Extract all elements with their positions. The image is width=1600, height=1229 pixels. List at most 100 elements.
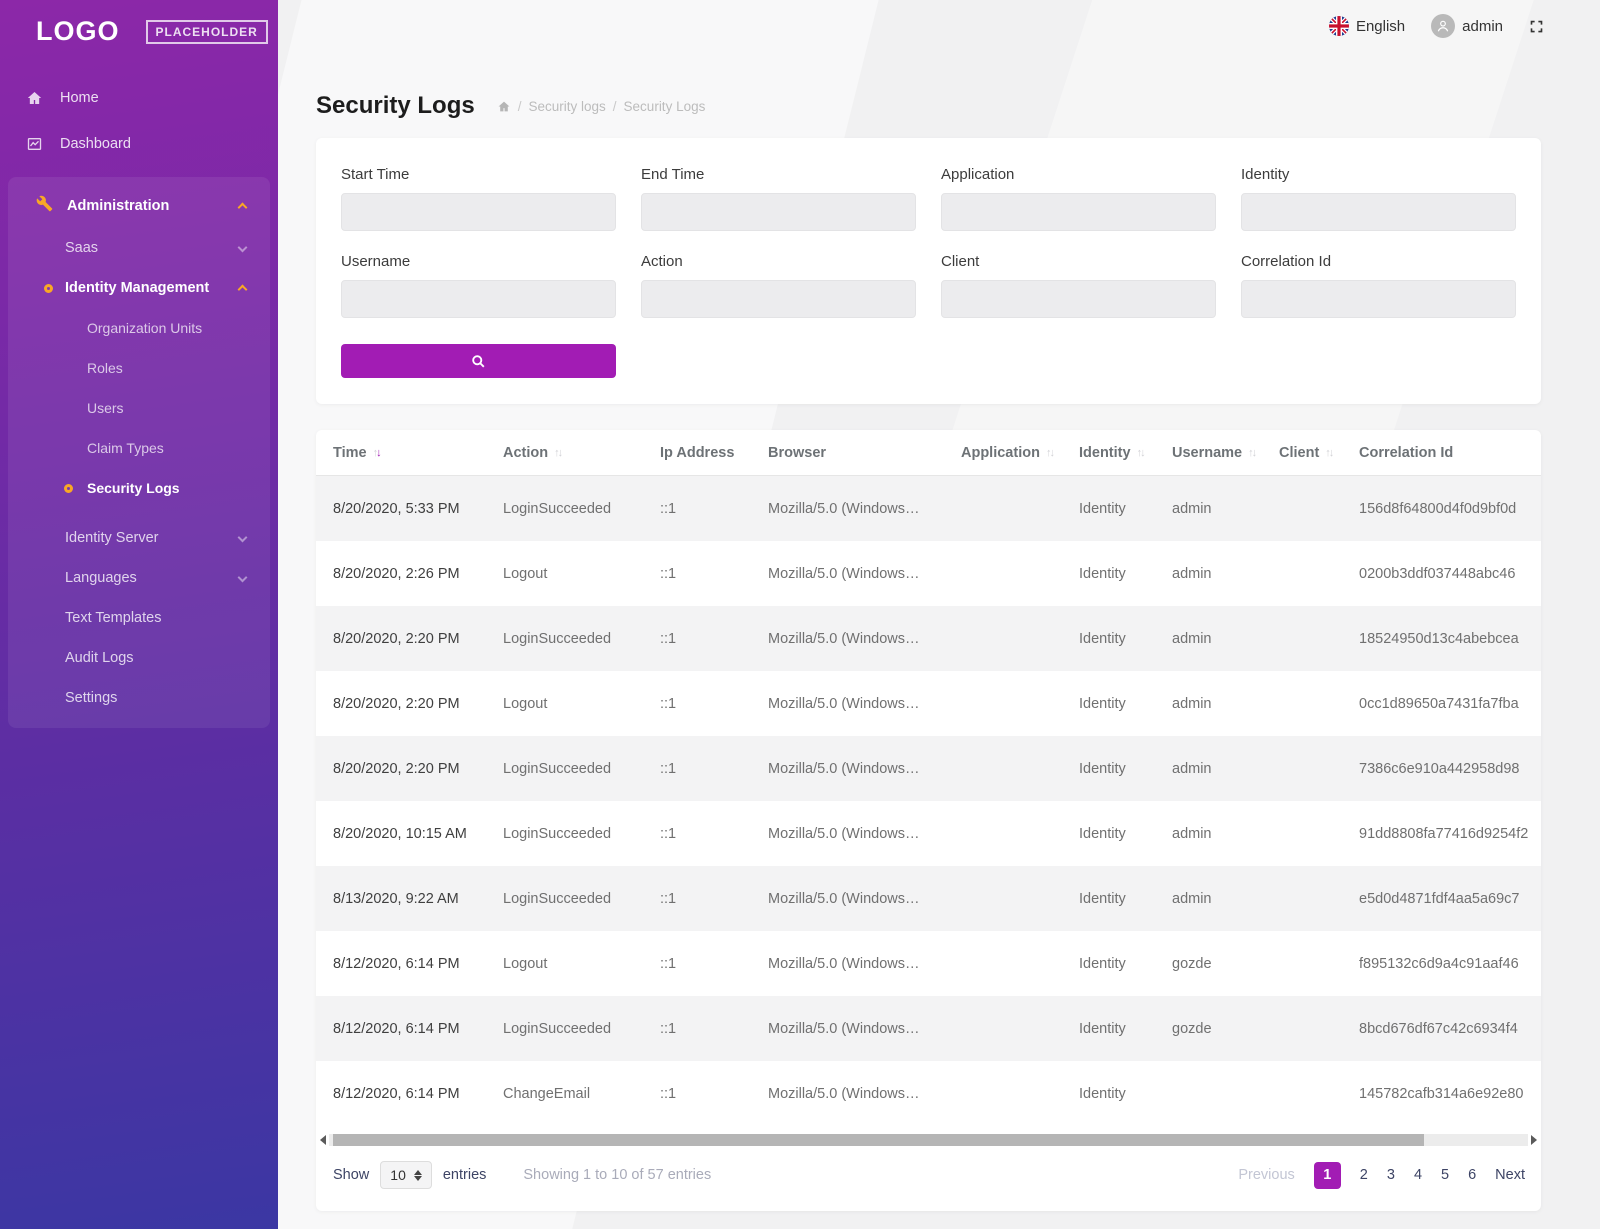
identity-input[interactable] (1241, 193, 1516, 231)
sidebar-item-users[interactable]: Users (8, 388, 270, 428)
breadcrumb-item[interactable]: Security logs (528, 99, 606, 114)
cell-correlation-id: 145782cafb314a6e92e80 (1359, 1085, 1524, 1102)
breadcrumb: / Security logs / Security Logs (497, 99, 706, 114)
col-header-action[interactable]: Action ↑ ↓ (503, 444, 563, 461)
username-input[interactable] (341, 280, 616, 318)
cell-action: LoginSucceeded (503, 630, 612, 647)
sidebar-item-identity-server[interactable]: Identity Server (8, 518, 270, 558)
cell-ip-address: ::1 (660, 1085, 677, 1102)
uk-flag-icon (1328, 16, 1349, 36)
page-button-2[interactable]: 2 (1359, 1167, 1368, 1183)
show-label: Show (333, 1167, 370, 1183)
application-input[interactable] (941, 193, 1216, 231)
username-label: admin (1462, 17, 1503, 35)
start-time-input[interactable] (341, 193, 616, 231)
cell-username: gozde (1172, 955, 1212, 972)
cell-time: 8/20/2020, 2:20 PM (333, 630, 460, 647)
client-label: Client (941, 253, 980, 270)
application-label: Application (941, 166, 1015, 183)
cell-identity: Identity (1079, 955, 1126, 972)
sidebar-item-text-templates[interactable]: Text Templates (8, 598, 270, 638)
sidebar-item-audit-logs[interactable]: Audit Logs (8, 638, 270, 678)
cell-identity: Identity (1079, 565, 1126, 582)
page-button-1[interactable]: 1 (1313, 1161, 1341, 1189)
sidebar-item-identity-management[interactable]: Identity Management (8, 268, 270, 308)
sidebar-item-administration[interactable]: Administration (8, 181, 270, 228)
page-button-6[interactable]: 6 (1468, 1167, 1477, 1183)
cell-browser: Mozilla/5.0 (Windows… (768, 1020, 920, 1037)
action-input[interactable] (641, 280, 916, 318)
table-row: 8/12/2020, 6:14 PM LoginSucceeded ::1 Mo… (316, 996, 1541, 1061)
sidebar-item-saas[interactable]: Saas (8, 228, 270, 268)
col-header-time[interactable]: Time ↑ ↓ (333, 444, 381, 461)
cell-correlation-id: 8bcd676df67c42c6934f4 (1359, 1020, 1518, 1037)
col-header-browser: Browser (768, 444, 827, 461)
page-button-3[interactable]: 3 (1386, 1167, 1395, 1183)
active-dot-icon (64, 483, 73, 493)
cell-action: LoginSucceeded (503, 825, 612, 842)
cell-identity: Identity (1079, 1085, 1126, 1102)
sidebar-item-dashboard[interactable]: Dashboard (0, 121, 278, 167)
administration-group: Administration Saas Identity Management … (8, 177, 270, 728)
sidebar-item-security-logs[interactable]: Security Logs (8, 468, 270, 508)
scrollbar-track[interactable] (329, 1133, 1528, 1146)
cell-username: admin (1172, 500, 1212, 517)
client-input[interactable] (941, 280, 1216, 318)
home-icon[interactable] (497, 100, 511, 113)
col-header-client[interactable]: Client ↑ ↓ (1279, 444, 1334, 461)
scroll-left-icon[interactable] (320, 1134, 326, 1145)
cell-identity: Identity (1079, 500, 1126, 517)
language-selector[interactable]: English (1328, 16, 1405, 36)
start-time-label: Start Time (341, 166, 410, 183)
sidebar-item-label: Languages (65, 570, 137, 586)
breadcrumb-item-current: Security Logs (623, 99, 706, 114)
table-footer: Show 10 entries Showing 1 to 10 of 57 en… (316, 1147, 1541, 1205)
end-time-input[interactable] (641, 193, 916, 231)
breadcrumb-separator: / (612, 99, 617, 114)
sidebar-item-home[interactable]: Home (0, 75, 278, 121)
cell-ip-address: ::1 (660, 500, 677, 517)
correlation-id-input[interactable] (1241, 280, 1516, 318)
cell-time: 8/12/2020, 6:14 PM (333, 1020, 460, 1037)
sidebar-item-roles[interactable]: Roles (8, 348, 270, 388)
sidebar-item-languages[interactable]: Languages (8, 558, 270, 598)
avatar (1431, 14, 1456, 38)
breadcrumb-separator: / (517, 99, 522, 114)
previous-page-button[interactable]: Previous (1238, 1167, 1295, 1183)
search-button[interactable] (341, 344, 616, 378)
sidebar-item-claim-types[interactable]: Claim Types (8, 428, 270, 468)
sidebar-item-label: Security Logs (87, 480, 180, 496)
cell-time: 8/12/2020, 6:14 PM (333, 1085, 460, 1102)
cell-action: ChangeEmail (503, 1085, 591, 1102)
scrollbar-thumb[interactable] (333, 1133, 1425, 1146)
col-header-application[interactable]: Application ↑ ↓ (961, 444, 1055, 461)
scroll-right-icon[interactable] (1531, 1134, 1537, 1145)
end-time-label: End Time (641, 166, 705, 183)
chevron-up-icon (237, 202, 248, 212)
cell-identity: Identity (1079, 1020, 1126, 1037)
cell-ip-address: ::1 (660, 890, 677, 907)
cell-time: 8/20/2020, 2:20 PM (333, 760, 460, 777)
page-button-4[interactable]: 4 (1413, 1167, 1423, 1183)
cell-identity: Identity (1079, 760, 1126, 777)
page-size-select[interactable]: 10 (380, 1161, 432, 1189)
cell-ip-address: ::1 (660, 825, 677, 842)
page-button-5[interactable]: 5 (1441, 1167, 1450, 1183)
chevron-down-icon (237, 572, 248, 582)
horizontal-scrollbar[interactable] (320, 1132, 1537, 1147)
logo[interactable]: LOGO (36, 16, 120, 46)
wrench-icon (36, 195, 53, 216)
sidebar-item-organization-units[interactable]: Organization Units (8, 308, 270, 348)
sidebar-item-settings[interactable]: Settings (8, 678, 270, 718)
cell-ip-address: ::1 (660, 1020, 677, 1037)
fullscreen-icon[interactable] (1529, 19, 1544, 34)
search-icon (472, 354, 485, 367)
cell-browser: Mozilla/5.0 (Windows… (768, 630, 920, 647)
user-menu[interactable]: admin (1431, 14, 1503, 38)
col-header-identity[interactable]: Identity ↑ ↓ (1079, 444, 1145, 461)
col-header-username[interactable]: Username ↑ ↓ (1172, 444, 1257, 461)
username-label: Username (341, 253, 411, 270)
next-page-button[interactable]: Next (1495, 1167, 1525, 1183)
sidebar-item-label: Organization Units (87, 320, 203, 336)
cell-username: admin (1172, 890, 1212, 907)
